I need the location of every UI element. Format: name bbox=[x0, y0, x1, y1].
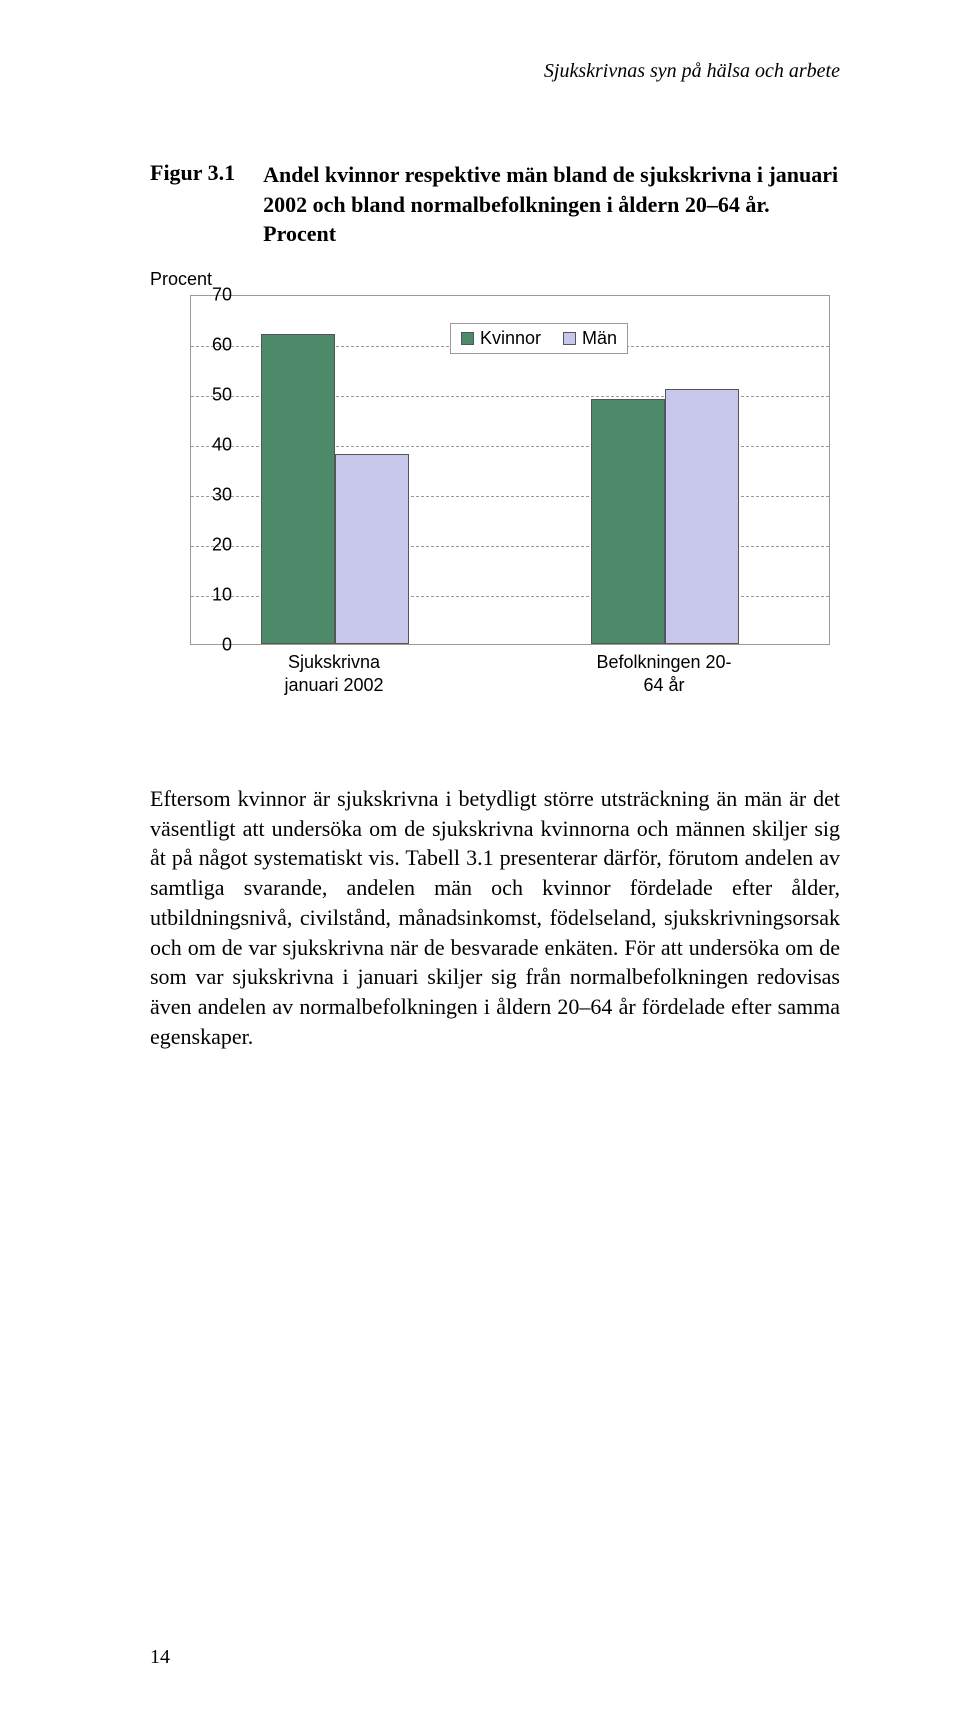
y-tick-label: 50 bbox=[196, 385, 232, 406]
running-header: Sjukskrivnas syn på hälsa och arbete bbox=[544, 60, 840, 83]
y-tick-label: 70 bbox=[196, 285, 232, 306]
figure-label: Figur 3.1 bbox=[150, 160, 235, 186]
y-tick-label: 60 bbox=[196, 335, 232, 356]
chart-legend: Kvinnor Män bbox=[450, 323, 628, 354]
legend-label: Kvinnor bbox=[480, 328, 541, 349]
page-number: 14 bbox=[150, 1646, 170, 1669]
figure-caption: Andel kvinnor respektive män bland de sj… bbox=[263, 160, 840, 249]
y-tick-label: 30 bbox=[196, 485, 232, 506]
bar bbox=[335, 454, 409, 644]
body-paragraph: Eftersom kvinnor är sjukskrivna i betydl… bbox=[150, 784, 840, 1051]
bar bbox=[591, 399, 665, 644]
y-tick-label: 20 bbox=[196, 535, 232, 556]
x-tick-label: Befolkningen 20-64 år bbox=[590, 651, 738, 696]
bar-chart: Procent KvinnorMän 010203040506070Sjuksk… bbox=[150, 269, 840, 699]
bar bbox=[665, 389, 739, 644]
figure-heading: Figur 3.1 Andel kvinnor respektive män b… bbox=[150, 160, 840, 249]
x-tick-label: Sjukskrivnajanuari 2002 bbox=[260, 651, 408, 696]
y-tick-label: 0 bbox=[196, 635, 232, 656]
legend-swatch bbox=[563, 332, 576, 345]
legend-item: Kvinnor bbox=[461, 328, 541, 349]
y-tick-label: 10 bbox=[196, 585, 232, 606]
legend-swatch bbox=[461, 332, 474, 345]
bar bbox=[261, 334, 335, 644]
y-tick-label: 40 bbox=[196, 435, 232, 456]
legend-item: Män bbox=[563, 328, 617, 349]
legend-label: Män bbox=[582, 328, 617, 349]
